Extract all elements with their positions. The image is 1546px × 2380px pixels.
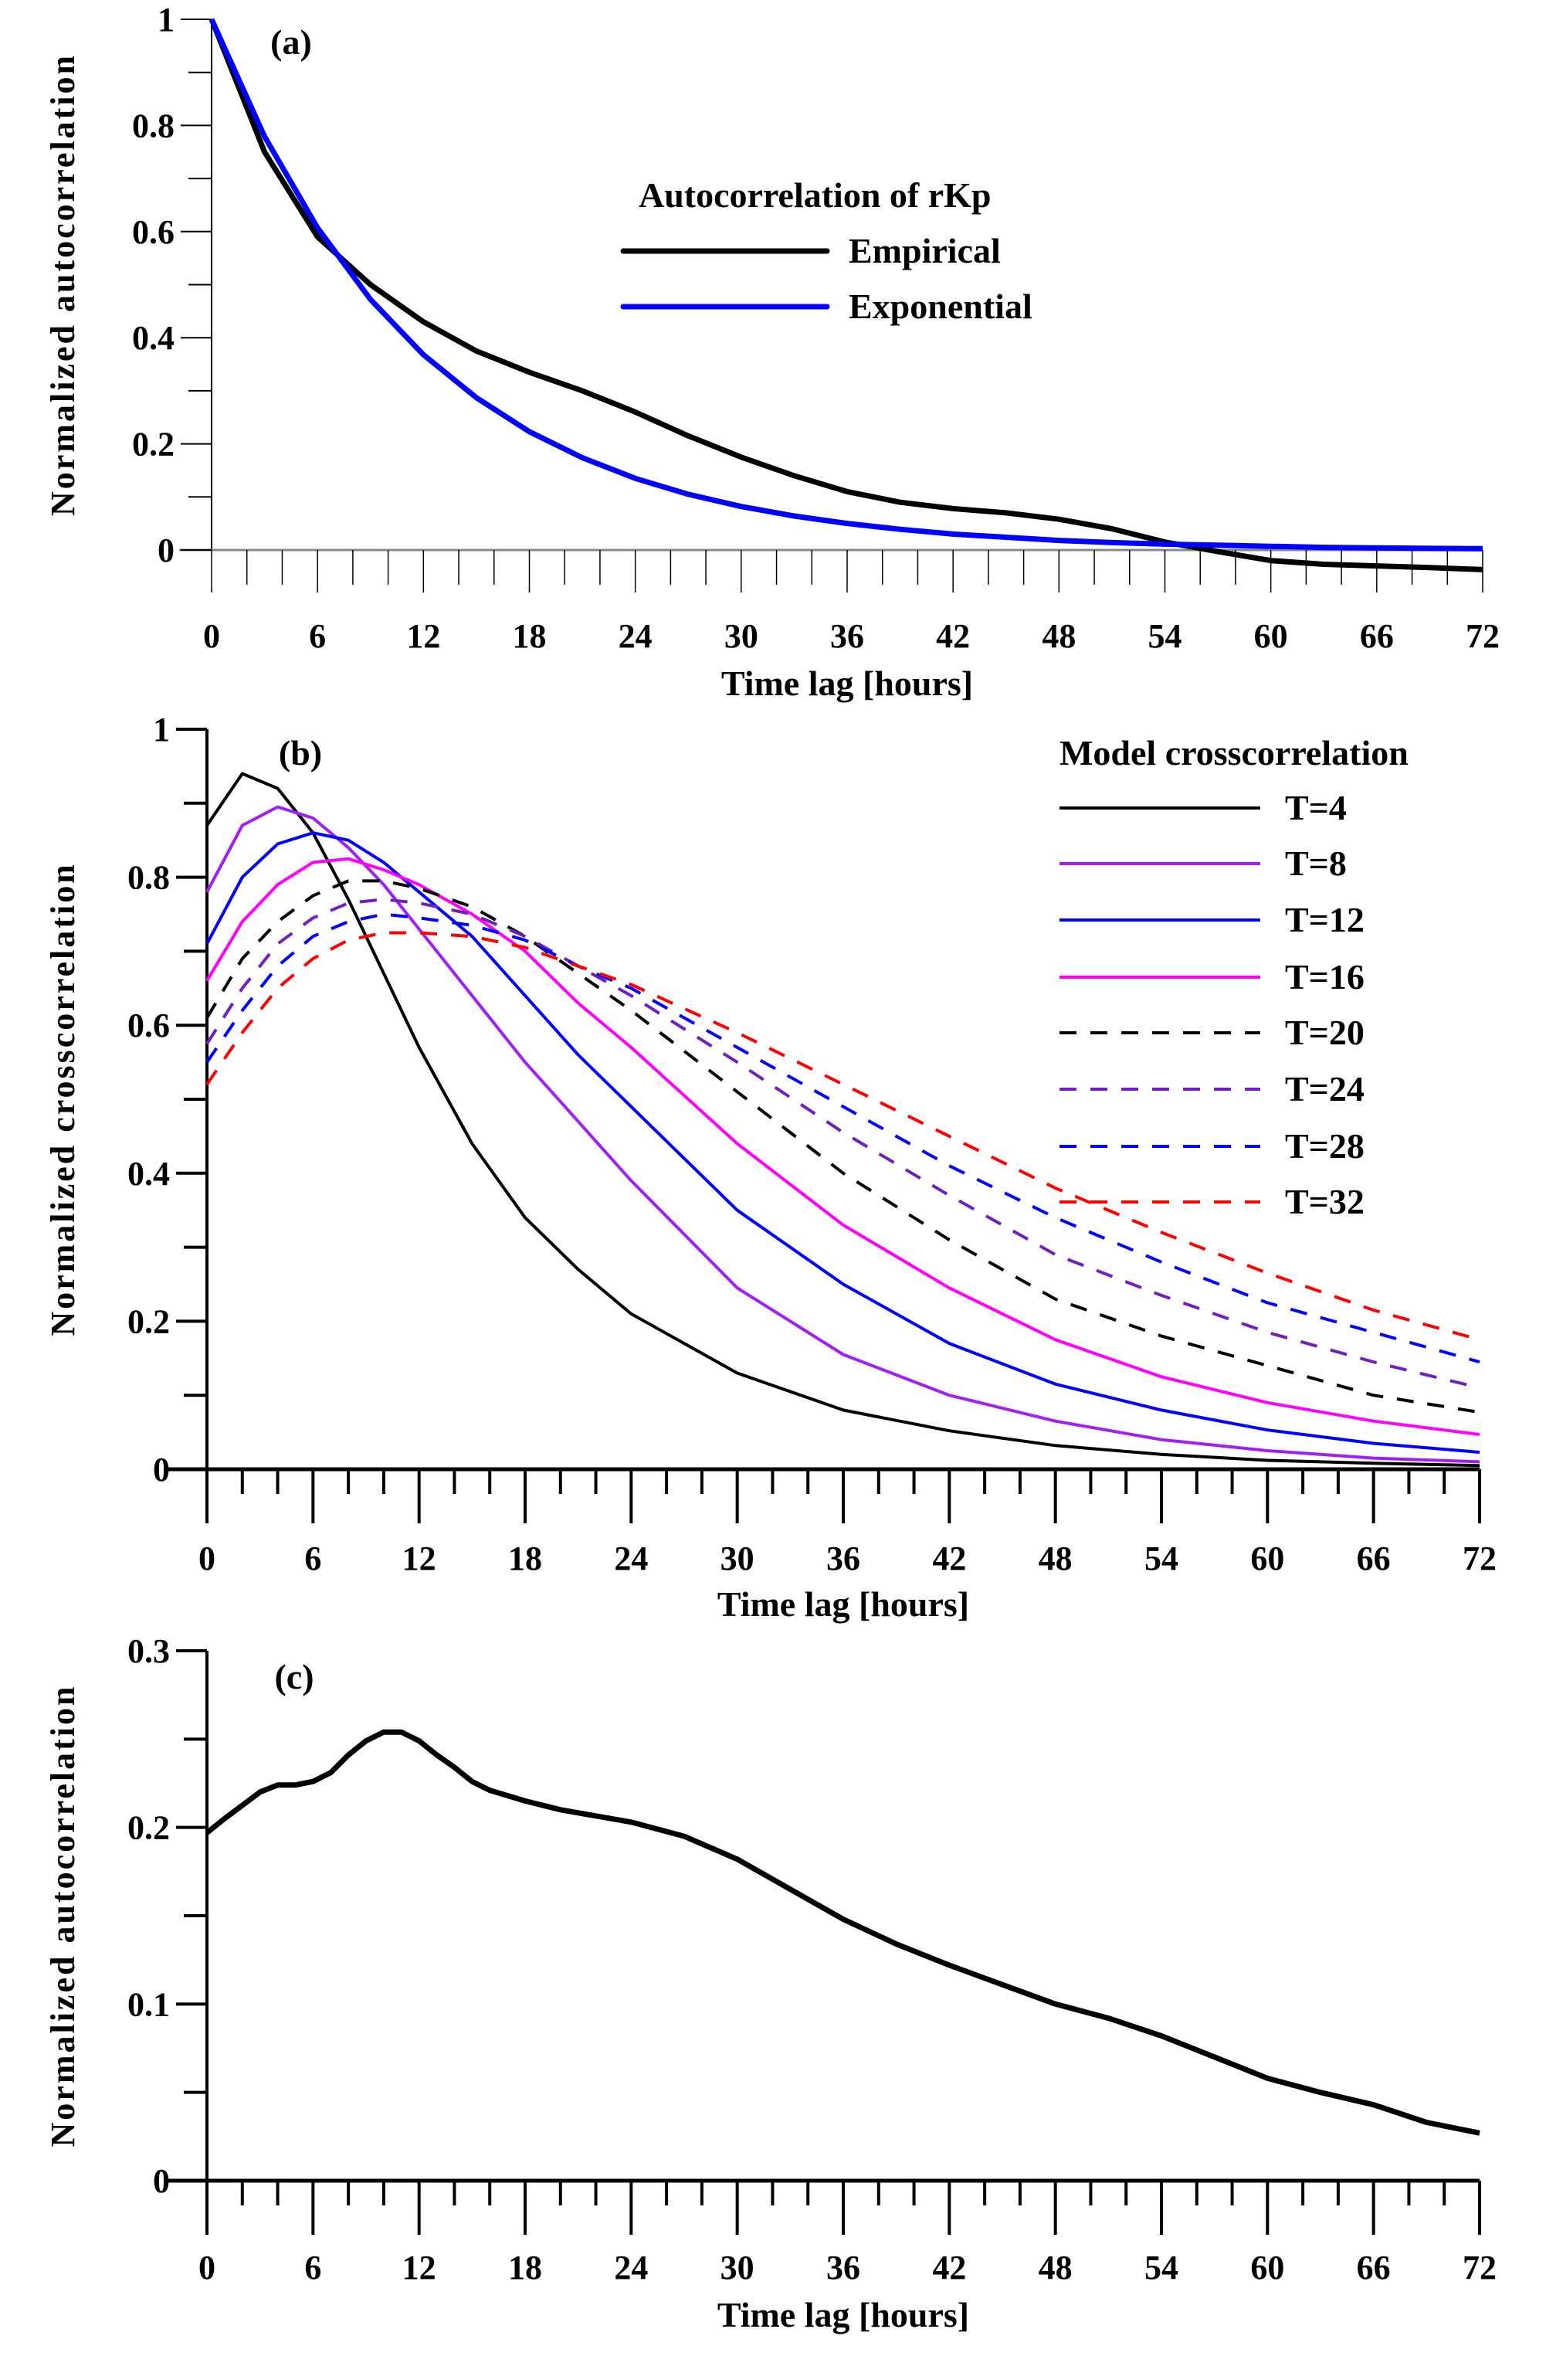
x-tick-label: 60 [1250, 1540, 1284, 1577]
x-tick-label: 60 [1254, 617, 1288, 655]
x-tick-label: 66 [1357, 1540, 1391, 1577]
legend-label: Exponential [849, 287, 1032, 326]
panel-c: 0 0.1 0.2 0.3 0 6 12 18 24 30 36 42 48 54 60 66 72 Time l… [44, 1632, 1497, 2334]
legend-label: T=16 [1285, 957, 1365, 996]
x-tick-label: 6 [304, 1540, 321, 1577]
y-tick-label: 0.1 [127, 1985, 170, 2023]
y-tick-label: 1 [153, 711, 170, 749]
legend: Model crosscorrelation T=4 T=8 T=12 T=16 T=20… [1059, 733, 1409, 1221]
y-tick-label: 0.2 [132, 426, 175, 463]
y-tick-label: 0.6 [132, 213, 175, 251]
series-line-exponential [209, 18, 1483, 552]
x-tick-label: 48 [1039, 1540, 1073, 1577]
y-tick-label: 0.2 [127, 1302, 170, 1340]
x-tick-label: 72 [1463, 1540, 1497, 1577]
y-axis-label: Normalized crosscorrelation [44, 862, 82, 1336]
x-tick-label: 0 [203, 617, 220, 655]
series-line-series [205, 1729, 1480, 2136]
x-tick-label: 36 [830, 617, 864, 655]
legend-label: T=8 [1285, 844, 1347, 883]
y-tick-label: 0 [158, 531, 175, 569]
y-axis-label: Normalized autocorrelation [44, 1685, 82, 2147]
y-tick-label: 0 [153, 1451, 170, 1489]
panel-label: (a) [270, 22, 312, 62]
x-tick-label: 24 [619, 617, 653, 655]
y-tick-label: 0.4 [127, 1155, 170, 1193]
x-tick-label: 48 [1042, 617, 1076, 655]
x-tick-label: 54 [1144, 1540, 1178, 1577]
legend-label: Empirical [849, 231, 1001, 270]
legend-label: T=24 [1285, 1069, 1365, 1109]
x-tick-label: 12 [406, 617, 440, 655]
series-line-t-8 [205, 805, 1480, 1464]
y-tick-label: 0.4 [132, 319, 175, 357]
x-tick-label: 30 [724, 617, 758, 655]
x-axis-label: Time lag [hours] [721, 664, 973, 703]
x-tick-label: 54 [1148, 617, 1182, 655]
x-tick-label: 18 [513, 617, 547, 655]
x-tick-label: 72 [1463, 2249, 1497, 2287]
x-tick-label: 24 [614, 2249, 648, 2287]
panel-b: 0 0.2 0.4 0.6 0.8 1 0 6 12 18 24 30 36 42 48 54 60 66 72 Ti… [44, 711, 1497, 1624]
x-tick-label: 66 [1360, 617, 1394, 655]
x-tick-label: 6 [304, 2249, 321, 2287]
legend-title: Model crosscorrelation [1059, 733, 1409, 772]
legend-label: T=20 [1285, 1013, 1365, 1052]
legend-label: T=12 [1285, 900, 1365, 939]
series-line-t-16 [205, 857, 1480, 1436]
legend-label: T=4 [1285, 788, 1347, 827]
x-tick-label: 42 [932, 2249, 966, 2287]
x-tick-label: 0 [198, 2249, 215, 2287]
x-tick-label: 0 [198, 1540, 215, 1577]
y-tick-label: 0.8 [127, 859, 170, 897]
series-line-t-12 [205, 831, 1480, 1454]
panel-label: (c) [274, 1657, 314, 1696]
x-tick-label: 24 [614, 1540, 648, 1577]
y-tick-label: 1 [158, 1, 175, 39]
x-axis-label: Time lag [hours] [717, 1584, 969, 1624]
series-line-t-32 [205, 931, 1480, 1342]
x-tick-label: 66 [1357, 2249, 1391, 2287]
x-tick-label: 48 [1039, 2249, 1073, 2287]
series-line-t-20 [205, 879, 1480, 1414]
panel-label: (b) [279, 733, 322, 772]
series-line-empirical [209, 18, 1483, 572]
x-tick-label: 30 [720, 2249, 754, 2287]
panel-a: 0 0.2 0.4 0.6 0.8 1 0 6 12 18 24 30 36 42 48 54 60 66 72 Ti… [44, 1, 1500, 703]
x-tick-label: 36 [826, 2249, 860, 2287]
x-tick-label: 30 [720, 1540, 754, 1577]
x-tick-label: 36 [826, 1540, 860, 1577]
legend-label: T=28 [1285, 1126, 1365, 1166]
y-tick-label: 0 [153, 2162, 170, 2200]
y-axis-label: Normalized autocorrelation [44, 53, 82, 516]
x-tick-label: 54 [1144, 2249, 1178, 2287]
y-tick-label: 0.8 [132, 107, 175, 144]
y-tick-label: 0.2 [127, 1809, 170, 1847]
x-tick-label: 12 [402, 2249, 436, 2287]
x-tick-label: 60 [1250, 2249, 1284, 2287]
x-tick-label: 6 [309, 617, 326, 655]
x-tick-label: 18 [508, 1540, 542, 1577]
x-tick-label: 72 [1466, 617, 1500, 655]
x-tick-label: 42 [936, 617, 970, 655]
legend: Autocorrelation of rKp Empirical Exponenti… [620, 175, 1032, 326]
legend-label: T=32 [1285, 1182, 1365, 1221]
x-tick-label: 18 [508, 2249, 542, 2287]
legend-title: Autocorrelation of rKp [639, 175, 992, 215]
x-tick-label: 42 [932, 1540, 966, 1577]
y-tick-label: 0.6 [127, 1007, 170, 1044]
y-tick-label: 0.3 [127, 1632, 170, 1670]
x-tick-label: 12 [402, 1540, 436, 1577]
x-axis-label: Time lag [hours] [717, 2295, 969, 2334]
